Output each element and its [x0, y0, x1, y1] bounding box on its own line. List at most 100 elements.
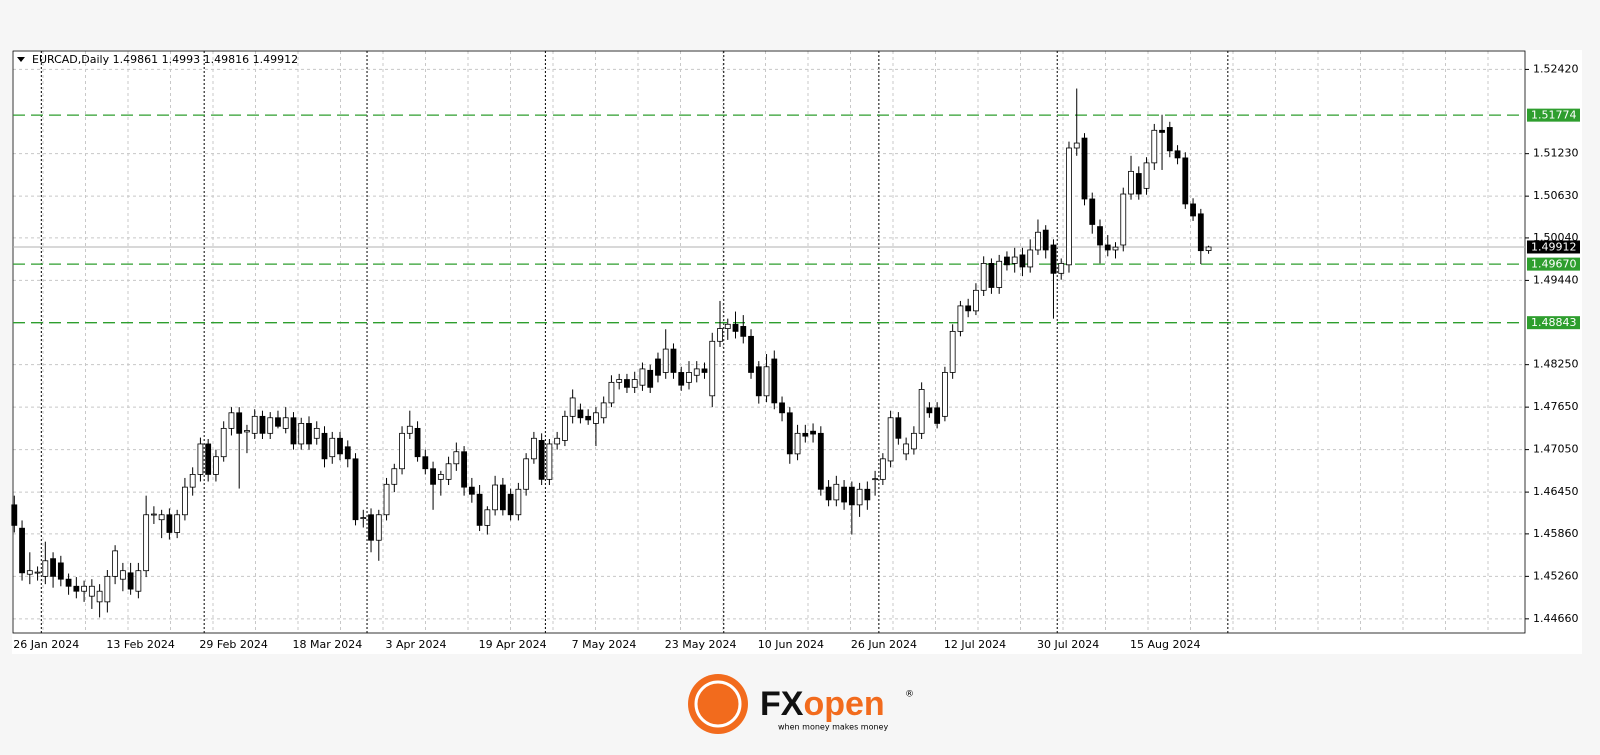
candle-body — [833, 483, 840, 501]
logo-tagline: when money makes money — [778, 723, 888, 732]
candle-body — [701, 368, 708, 373]
candle-body — [918, 389, 925, 434]
candle-body — [42, 560, 49, 577]
candle-body — [220, 427, 227, 458]
level-label-bg — [1527, 108, 1580, 122]
candle-body — [779, 402, 785, 414]
candle-body — [825, 486, 832, 501]
candle-body — [1166, 127, 1173, 152]
candle-body — [763, 366, 770, 397]
candle-body — [1035, 231, 1041, 251]
logo-registered: ® — [905, 690, 914, 700]
candle-body — [1027, 249, 1034, 268]
candle-body — [453, 451, 460, 465]
candle-body — [678, 372, 685, 386]
candle-body — [468, 486, 475, 495]
candle-body — [585, 415, 592, 421]
candle-body — [1004, 256, 1010, 266]
candle-body — [732, 323, 739, 332]
candle-body — [174, 514, 181, 533]
last-price-label-bg — [1527, 240, 1580, 254]
y-tick-label: 1.49440 — [1533, 273, 1579, 286]
candle-body — [135, 570, 142, 592]
candle-body — [375, 514, 382, 541]
candle-body — [608, 381, 615, 404]
candle-body — [383, 483, 390, 516]
candle-body — [484, 509, 491, 526]
candle-body — [368, 514, 374, 541]
candle-body — [422, 456, 429, 470]
y-tick-label: 1.52420 — [1533, 62, 1579, 75]
candle-body — [1143, 162, 1150, 189]
high: 1.4993 — [162, 53, 201, 66]
candle-body — [887, 417, 894, 462]
candle-body — [973, 289, 979, 312]
candle-body — [461, 451, 467, 488]
candle-body — [717, 328, 723, 342]
candle-body — [1097, 226, 1103, 246]
candle-body — [709, 340, 716, 397]
candle-body — [127, 572, 134, 590]
candle-body — [817, 432, 824, 490]
candle-body — [662, 348, 669, 373]
candle-body — [57, 562, 64, 580]
x-tick-label: 26 Jan 2024 — [13, 638, 79, 651]
candle-body — [73, 585, 80, 592]
candle-body — [771, 358, 778, 404]
level-label: 1.48843 — [1531, 316, 1577, 329]
candle-body — [251, 415, 258, 434]
y-tick-label: 1.47050 — [1533, 443, 1579, 456]
candle-body — [957, 305, 964, 332]
close: 1.49912 — [253, 53, 299, 66]
x-tick-label: 13 Feb 2024 — [106, 638, 174, 651]
candle-body — [337, 437, 343, 455]
candle-body — [1104, 244, 1111, 251]
open: 1.49861 — [113, 53, 159, 66]
candle-body — [934, 407, 941, 424]
candle-body — [616, 379, 623, 383]
low: 1.49816 — [204, 53, 250, 66]
x-tick-label: 15 Aug 2024 — [1130, 638, 1200, 651]
candle-body — [1073, 142, 1080, 149]
candle-body — [88, 585, 95, 597]
candle-body — [724, 323, 731, 329]
candle-body — [1112, 246, 1119, 251]
candle-body — [1197, 213, 1204, 252]
candle-body — [11, 504, 18, 526]
candle-body — [1066, 147, 1072, 266]
candle-body — [213, 456, 219, 475]
candle-body — [19, 527, 25, 574]
candle-body — [942, 372, 948, 417]
logo-open: open — [803, 685, 884, 723]
candle-body — [910, 432, 917, 450]
logo-emblem-ring — [694, 680, 742, 728]
candle-body — [631, 379, 638, 388]
level-label: 1.49670 — [1531, 258, 1577, 271]
candle-body — [189, 474, 196, 488]
candle-body — [143, 514, 150, 572]
candle-body — [965, 305, 972, 312]
candle-body — [895, 417, 902, 439]
candle-body — [562, 415, 568, 441]
candle-body — [205, 443, 212, 475]
candle-body — [166, 514, 173, 533]
candle-body — [686, 372, 692, 383]
x-tick-label: 18 Mar 2024 — [292, 638, 362, 651]
candle-body — [879, 458, 886, 480]
plot-frame — [12, 50, 1526, 634]
y-tick-label: 1.50630 — [1533, 189, 1579, 202]
candle-body — [104, 575, 111, 603]
candle-body — [414, 427, 421, 458]
candle-body — [794, 432, 801, 455]
candle-body — [988, 263, 995, 288]
candle-body — [437, 474, 444, 480]
candle-body — [236, 412, 243, 434]
candle-body — [810, 430, 816, 435]
candle-body — [1159, 129, 1165, 133]
candle-body — [476, 493, 483, 526]
candle-body — [290, 417, 297, 445]
candle-body — [1050, 244, 1057, 274]
candle-body — [499, 484, 506, 511]
x-tick-label: 23 May 2024 — [665, 638, 737, 651]
candle-body — [848, 486, 855, 506]
